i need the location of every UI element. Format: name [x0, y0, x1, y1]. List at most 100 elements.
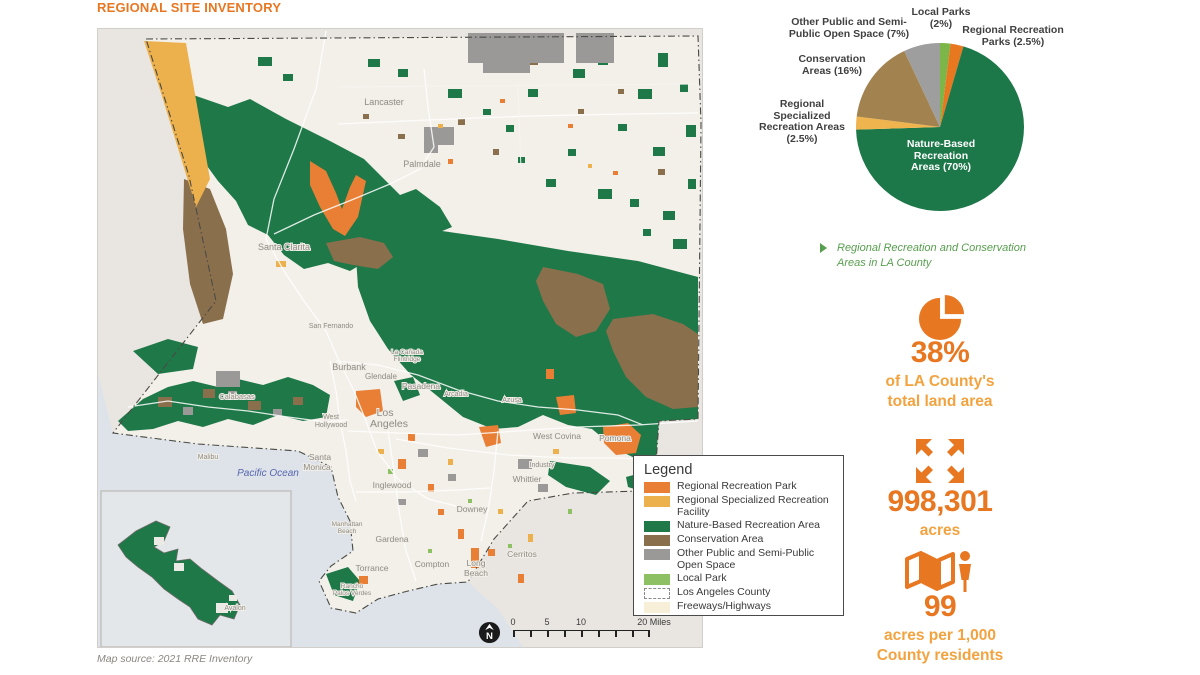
swatch-other-public — [644, 549, 670, 560]
pie-label-nature-based: Nature-Based Recreation Areas (70%) — [906, 138, 976, 173]
label-pacific-ocean: Pacific Ocean — [237, 468, 299, 479]
scale-0: 0 — [510, 617, 516, 627]
conservation-areas — [158, 59, 698, 410]
swatch-conservation — [644, 535, 670, 546]
page-title: REGIONAL SITE INVENTORY — [97, 0, 282, 15]
label-pomona: Pomona — [599, 433, 631, 443]
label-rancho-palos-verdes: Rancho — [341, 583, 364, 590]
label-torrance: Torrance — [355, 563, 388, 573]
pie-caption: Regional Recreation and Conservation Are… — [820, 241, 1050, 271]
label-los-angeles: Los — [377, 407, 394, 419]
label-calabasas: Calabasas — [219, 392, 255, 401]
label-lancaster: Lancaster — [364, 97, 404, 107]
label-manhattan-beach-2: Beach — [338, 528, 357, 535]
regional-specialized-recreation — [144, 41, 592, 542]
scale-20-miles: 20 Miles — [637, 617, 671, 627]
inventory-pie-chart — [790, 10, 1090, 230]
label-downey: Downey — [457, 504, 488, 514]
swatch-county-boundary — [644, 588, 670, 599]
legend-item: Nature-Based Recreation Area — [644, 519, 835, 532]
scale-bar: N 0 5 10 20 Miles — [478, 617, 688, 647]
local-parks — [388, 469, 572, 553]
label-gardena: Gardena — [375, 534, 408, 544]
swatch-local-park — [644, 574, 670, 585]
other-public-open-space — [183, 33, 614, 505]
map-legend: Legend Regional Recreation Park Regional… — [633, 455, 844, 616]
swatch-regional-specialized — [644, 496, 670, 507]
label-santa-monica-2: Monica — [303, 462, 331, 472]
regional-recreation-parks — [310, 99, 641, 584]
expand-arrows-icon — [916, 439, 964, 483]
stat-acres-value: 998,301 — [887, 485, 993, 518]
label-los-angeles-2: Angeles — [370, 418, 408, 430]
label-avalon: Avalon — [224, 605, 245, 612]
pie-label-regional-recreation-parks: Regional Recreation Parks (2.5%) — [962, 24, 1064, 48]
map-person-icon — [905, 551, 971, 592]
north-arrow-icon: N — [478, 621, 501, 644]
label-inglewood: Inglewood — [373, 480, 412, 490]
label-burbank: Burbank — [332, 362, 366, 372]
label-cerritos: Cerritos — [507, 549, 537, 559]
swatch-freeways — [644, 602, 670, 613]
label-santa-clarita: Santa Clarita — [258, 242, 310, 252]
legend-item: Conservation Area — [644, 533, 835, 546]
pie-slice-3 — [855, 116, 940, 130]
pie-label-other-public: Other Public and Semi- Public Open Space … — [788, 16, 910, 40]
pie-slices — [855, 43, 1024, 212]
label-west-hollywood-2: Hollywood — [315, 422, 347, 429]
legend-item: Freeways/Highways — [644, 600, 835, 613]
svg-text:N: N — [486, 631, 493, 642]
label-rancho-palos-verdes-2: Palos Verdes — [333, 590, 372, 597]
county-boundary — [111, 35, 702, 614]
city-boundaries — [337, 83, 699, 170]
label-la-canada: La Cañada — [391, 349, 423, 356]
label-long-beach-2: Beach — [464, 568, 488, 578]
label-glendale: Glendale — [365, 372, 398, 381]
pie-slice-1 — [940, 43, 964, 127]
label-compton: Compton — [415, 559, 450, 569]
label-santa-monica: Santa — [309, 452, 331, 462]
la-county-map: Lancaster Palmdale Santa Clarita San Fer… — [98, 29, 702, 647]
triangle-bullet-icon — [820, 243, 827, 253]
legend-item: Local Park — [644, 572, 835, 585]
pie-label-conservation: Conservation Areas (16%) — [798, 53, 866, 77]
legend-item: Other Public and Semi-Public Open Space — [644, 547, 835, 571]
swatch-regional-recreation-park — [644, 482, 670, 493]
pie-label-local-parks: Local Parks (2%) — [911, 6, 971, 30]
pie-slice-0 — [940, 43, 951, 127]
legend-title: Legend — [644, 462, 693, 478]
catalina-inset: Avalon — [100, 490, 292, 647]
scale-10: 10 — [575, 617, 587, 627]
legend-item: Regional Specialized Recreation Facility — [644, 494, 835, 518]
label-manhattan-beach: Manhattan — [332, 521, 363, 528]
swatch-nature-based — [644, 521, 670, 532]
pie-slice-2 — [856, 46, 1024, 212]
pie-slice-5 — [904, 43, 940, 127]
label-west-covina: West Covina — [533, 431, 581, 441]
la-county-map-panel: Lancaster Palmdale Santa Clarita San Fer… — [97, 28, 703, 648]
pie-slice-4 — [856, 50, 940, 127]
scale-5: 5 — [544, 617, 550, 627]
label-arcadia: Arcadia — [444, 391, 468, 398]
label-azusa: Azusa — [502, 397, 522, 404]
label-pasadena: Pasadena — [402, 381, 441, 391]
label-industry: Industry — [530, 462, 555, 469]
label-san-fernando: San Fernando — [309, 323, 353, 330]
map-source-note: Map source: 2021 RRE Inventory — [97, 653, 253, 665]
pie-chart-icon — [918, 294, 964, 340]
stat-per-capita-label: acres per 1,000 County residents — [876, 627, 1004, 664]
legend-item: Los Angeles County — [644, 586, 835, 599]
label-whittier: Whittier — [513, 474, 542, 484]
label-long-beach: Long — [467, 558, 486, 568]
label-la-canada-2: Flintridge — [394, 356, 421, 363]
stat-percent-label: of LA County's total land area — [885, 373, 995, 410]
label-malibu: Malibu — [198, 454, 219, 461]
stat-acres-label: acres — [919, 522, 961, 539]
stat-percent-value: 38% — [910, 336, 970, 369]
pie-label-regional-specialized: Regional Specialized Recreation Areas (2.5… — [759, 98, 845, 145]
freeways — [127, 30, 699, 582]
stat-per-capita-value: 99 — [923, 590, 957, 623]
label-palmdale: Palmdale — [403, 159, 441, 169]
label-west-hollywood: West — [323, 414, 339, 421]
